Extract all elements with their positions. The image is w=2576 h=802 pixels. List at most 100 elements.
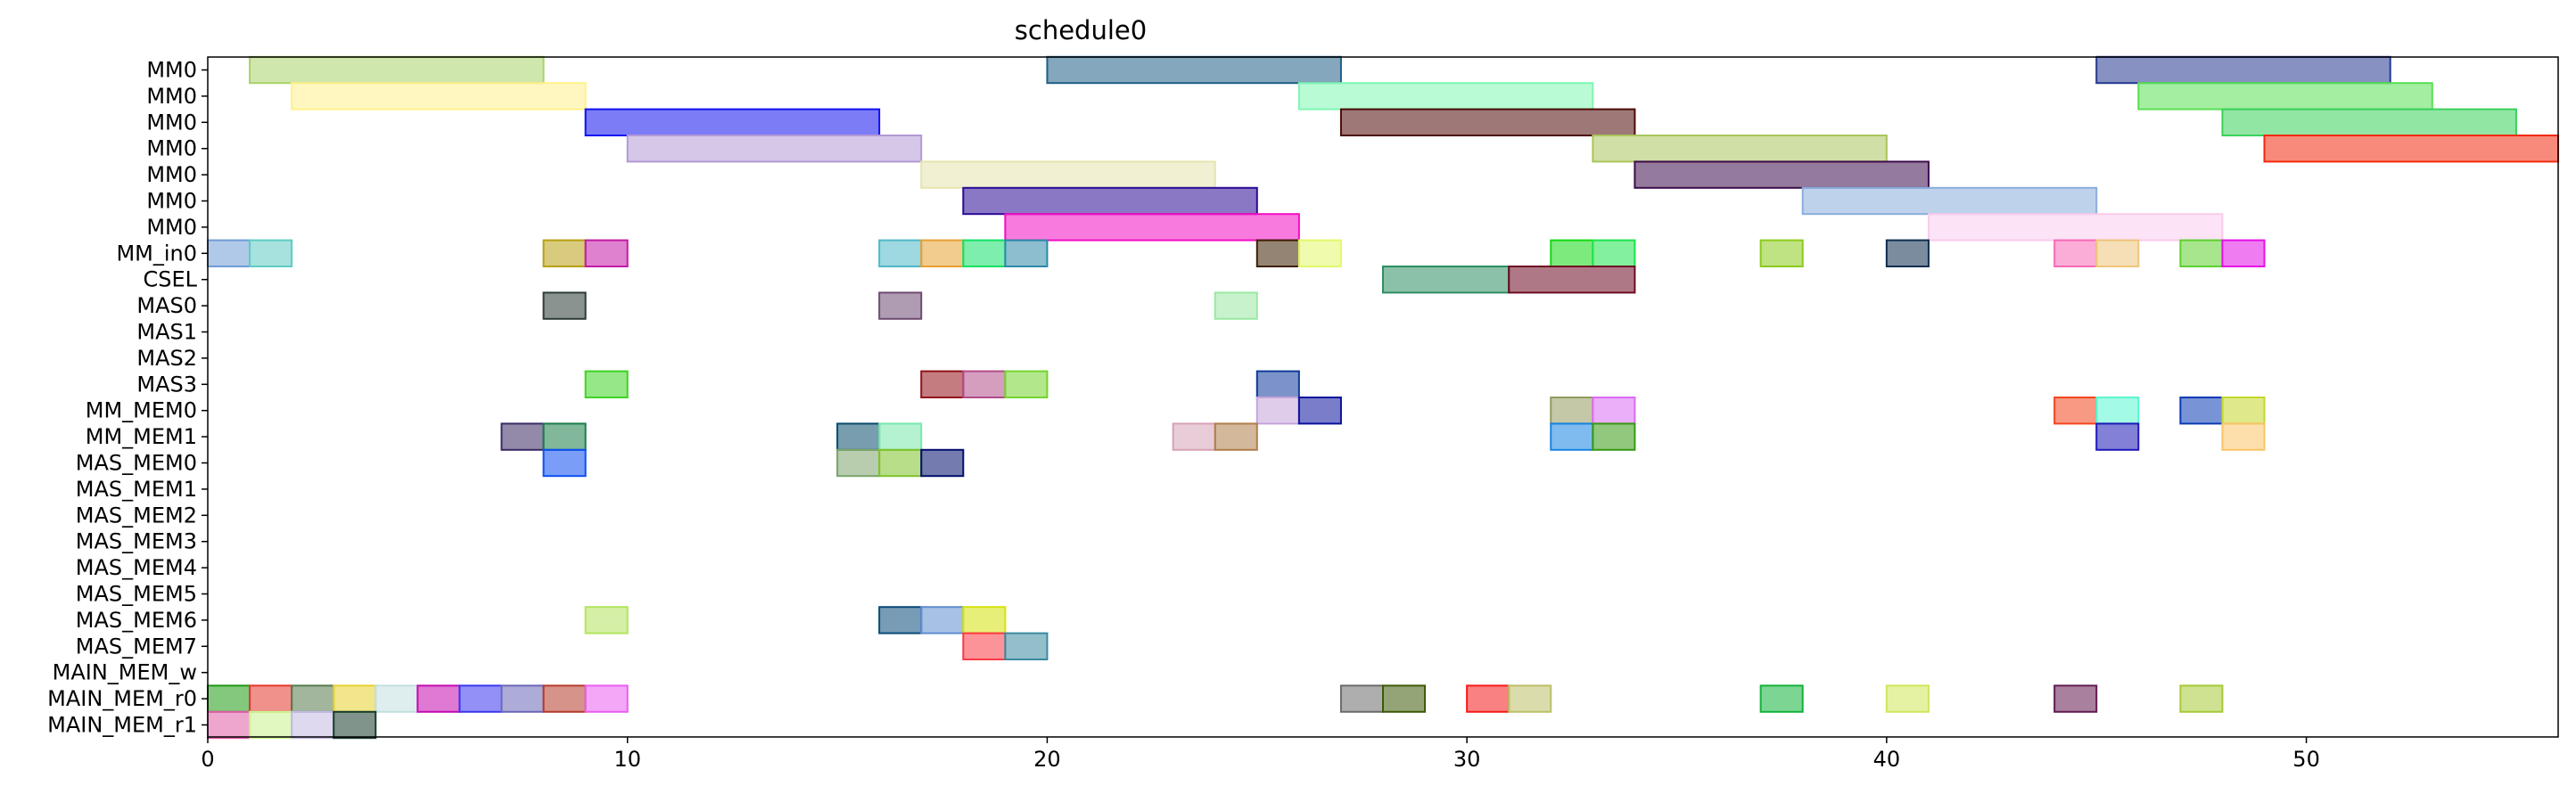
y-tick-label: MM0: [146, 136, 197, 161]
task-bar: [878, 606, 923, 634]
task-bar: [2053, 239, 2098, 268]
task-bar: [1885, 239, 1930, 268]
task-bar: [1592, 422, 1636, 451]
task-bars: [207, 55, 2559, 740]
task-bar: [878, 422, 923, 451]
task-bar: [2137, 82, 2433, 110]
x-tick-label: 40: [1873, 747, 1901, 772]
y-tick-label: MAS_MEM1: [76, 477, 197, 502]
task-bar: [962, 186, 1258, 216]
task-bar: [1634, 160, 1930, 189]
task-bar: [1885, 684, 1930, 713]
task-bar: [1297, 239, 1342, 268]
task-bar: [1004, 239, 1049, 268]
task-bar: [584, 370, 629, 399]
task-bar: [2179, 239, 2224, 268]
task-bar: [249, 239, 293, 268]
y-tick-label: MAS_MEM7: [76, 634, 197, 659]
task-bar: [2263, 135, 2559, 163]
task-bar: [542, 422, 587, 451]
task-bar: [1004, 370, 1049, 399]
task-bar: [1004, 213, 1300, 241]
task-bar: [500, 422, 545, 451]
x-tick-label: 20: [1033, 747, 1061, 772]
y-tick-label: MAIN_MEM_r0: [47, 686, 197, 711]
task-bar: [920, 606, 965, 634]
y-tick-label: MM0: [146, 58, 197, 83]
task-bar: [1214, 291, 1258, 320]
task-bar: [878, 291, 923, 320]
task-bar: [920, 239, 965, 268]
task-bar: [2221, 422, 2266, 451]
x-tick-label: 10: [613, 747, 641, 772]
task-bar: [2053, 684, 2098, 713]
task-bar: [962, 606, 1007, 634]
task-bar: [1592, 397, 1636, 425]
task-bar: [1801, 186, 2098, 216]
task-bar: [2095, 397, 2140, 425]
task-bar: [1927, 213, 2224, 241]
y-tick-label: MAIN_MEM_r1: [47, 713, 197, 738]
task-bar: [962, 632, 1007, 660]
task-bar: [500, 684, 545, 713]
y-tick-label: MAS_MEM6: [76, 608, 197, 633]
task-bar: [249, 55, 545, 85]
task-bar: [1508, 266, 1636, 294]
task-bar: [2221, 239, 2266, 268]
task-bar: [626, 135, 923, 163]
task-bar: [458, 684, 503, 713]
y-tick-label: MM0: [146, 215, 197, 240]
task-bar: [207, 710, 251, 740]
task-bar: [2179, 684, 2224, 713]
task-bar: [2221, 108, 2517, 136]
task-bar: [1550, 422, 1594, 451]
x-tick-label: 50: [2292, 747, 2320, 772]
task-bar: [2095, 422, 2140, 451]
task-bar: [249, 684, 293, 713]
y-tick-label: MAS2: [136, 346, 197, 371]
task-bar: [920, 370, 965, 399]
task-bar: [2179, 397, 2224, 425]
task-bar: [1382, 266, 1510, 294]
task-bar: [1550, 397, 1594, 425]
y-tick-label: MM0: [146, 189, 197, 214]
y-tick-label: MM_MEM0: [86, 398, 197, 423]
y-tick-label: MM_in0: [116, 241, 197, 266]
task-bar: [1214, 422, 1258, 451]
task-bar: [962, 239, 1007, 268]
x-tick-label: 0: [201, 747, 214, 772]
task-bar: [1172, 422, 1216, 451]
task-bar: [1508, 684, 1552, 713]
y-tick-label: MAS0: [136, 293, 197, 318]
y-tick-label: MM0: [146, 162, 197, 187]
task-bar: [1339, 684, 1385, 713]
task-bar: [333, 684, 377, 713]
y-tick-label: CSEL: [143, 267, 197, 292]
y-tick-label: MAS1: [136, 320, 197, 345]
task-bar: [920, 160, 1216, 189]
y-tick-label: MAS_MEM4: [76, 555, 197, 580]
task-bar: [1550, 239, 1594, 268]
task-bar: [416, 684, 461, 713]
task-bar: [836, 422, 881, 451]
task-bar: [1255, 239, 1300, 268]
task-bar: [374, 684, 419, 713]
task-bar: [249, 710, 293, 740]
task-bar: [542, 448, 587, 478]
task-bar: [878, 448, 923, 478]
task-bar: [1759, 684, 1804, 713]
task-bar: [542, 239, 587, 268]
y-tick-label: MM0: [146, 84, 197, 109]
task-bar: [1339, 108, 1636, 136]
task-bar: [1297, 82, 1594, 110]
task-bar: [584, 684, 629, 713]
task-bar: [542, 684, 587, 713]
y-tick-label: MM_MEM1: [86, 424, 197, 449]
task-bar: [291, 710, 335, 740]
task-bar: [2053, 397, 2098, 425]
task-bar: [1759, 239, 1804, 268]
task-bar: [584, 606, 629, 634]
task-bar: [1466, 684, 1510, 713]
y-tick-label: MAS_MEM3: [76, 529, 197, 554]
